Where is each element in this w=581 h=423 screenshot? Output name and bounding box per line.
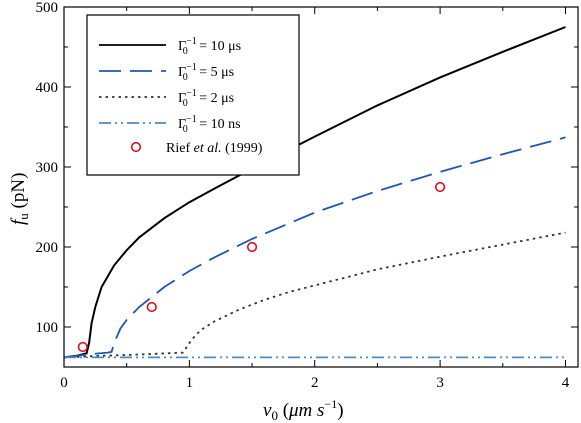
y-tick-label: 400: [36, 80, 59, 96]
y-tick-label: 100: [36, 320, 59, 336]
y-tick-label: 200: [36, 240, 59, 256]
data-point: [246, 241, 258, 253]
legend-label-2: Γ−1 0 = 5 μs: [178, 62, 234, 83]
legend-marker-rief: [130, 141, 142, 153]
ticks-layer: 0 1 2 3 4 100 200 300 400 500: [36, 0, 578, 391]
y-axis-symbol: f: [8, 217, 29, 225]
x-axis-label: v0 (μm s−1): [263, 397, 344, 423]
x-axis-symbol: v: [263, 400, 272, 421]
y-axis-label: fu (pN): [8, 173, 31, 225]
y-axis-unit: (pN): [8, 173, 29, 214]
x-axis-unit-exponent: −1: [324, 397, 337, 411]
x-tick-label: 4: [562, 375, 570, 391]
x-tick-label: 2: [311, 375, 319, 391]
data-point: [146, 301, 157, 313]
x-axis-unit-open: (: [278, 400, 289, 421]
legend-box: [86, 14, 300, 176]
y-axis-subscript: u: [16, 213, 31, 220]
x-tick-label: 0: [60, 375, 68, 391]
points-layer: [77, 181, 446, 353]
data-point: [77, 341, 88, 353]
series-layer: [64, 26, 566, 359]
series-line-1: [64, 26, 566, 359]
legend-label-4: Γ−1 0 = 10 ns: [178, 114, 241, 135]
axes-frame: [63, 6, 579, 368]
legend-label-rief: Rief et al. (1999): [166, 141, 263, 156]
x-axis-unit-close: ): [337, 400, 343, 421]
y-tick-label: 300: [36, 160, 59, 176]
legend: Γ−1 0 = 10 μs Γ−1 0 = 5 μs Γ−1 0 = 2 μs Γ−1 0 =…: [86, 14, 300, 176]
series-line-2: [64, 136, 566, 359]
x-tick-label: 1: [186, 375, 194, 391]
y-tick-label: 500: [36, 0, 59, 16]
plot-frame: [63, 6, 579, 368]
x-axis-unit-main: μm s: [288, 400, 324, 421]
x-axis-subscript: 0: [271, 408, 278, 423]
legend-label-1: Γ−1 0 = 10 μs: [178, 36, 241, 57]
data-point: [434, 181, 446, 193]
series-line-3: [64, 231, 566, 359]
x-tick-label: 3: [436, 375, 444, 391]
legend-label-3: Γ−1 0 = 2 μs: [178, 88, 234, 109]
